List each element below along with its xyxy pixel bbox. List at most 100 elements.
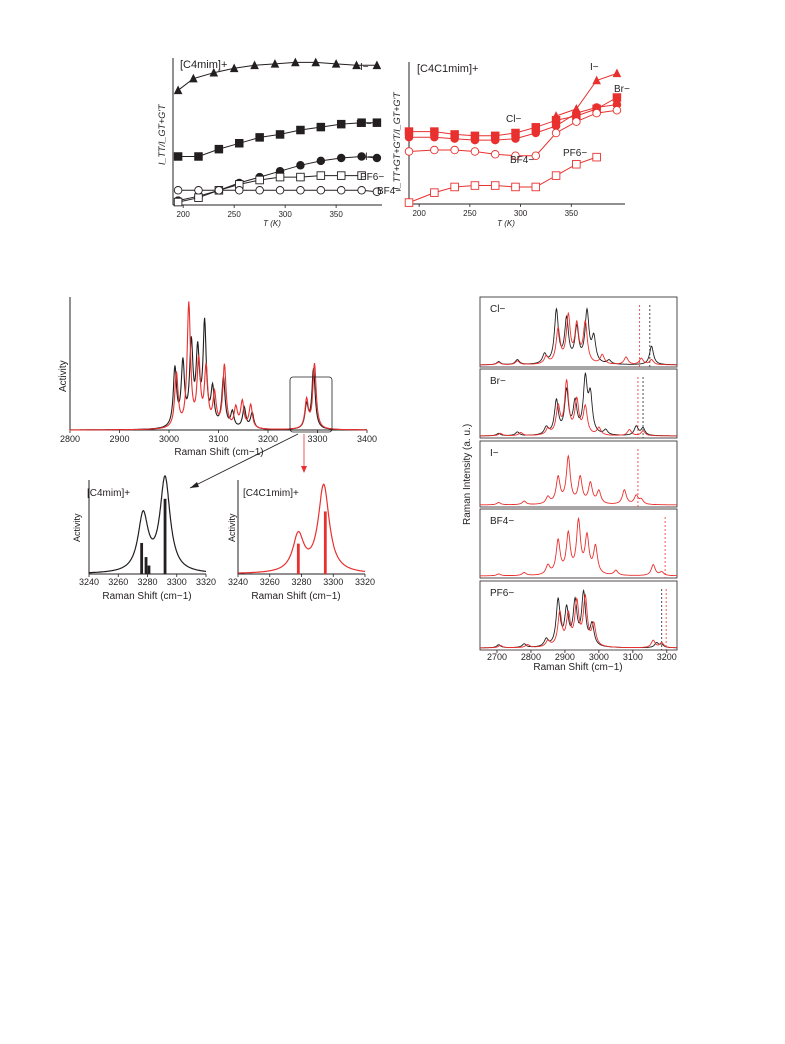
data-point [229, 63, 239, 73]
stick-bar [163, 498, 167, 574]
data-point [296, 161, 305, 170]
data-point [250, 60, 259, 70]
data-point [372, 153, 382, 163]
series-label: BF4− [510, 155, 534, 166]
raman-panel: BF4− [479, 508, 678, 579]
x-tick-label: 2700 [487, 652, 507, 662]
x-tick-label: 2900 [109, 434, 129, 444]
chart-title: [C4mim]+ [180, 59, 227, 71]
data-point [336, 119, 346, 129]
x-axis-label: Raman Shift (cm−1) [102, 591, 191, 602]
x-tick-label: 3280 [291, 577, 311, 587]
x-axis-label: Raman Shift (cm−1) [251, 591, 340, 602]
x-tick-labels: 200 250 300 350 [412, 204, 579, 218]
data-point [551, 121, 561, 131]
data-series [238, 483, 365, 574]
data-point [490, 181, 500, 190]
series-line [177, 175, 362, 203]
data-point [612, 106, 622, 115]
data-series [70, 301, 367, 431]
data-point [173, 152, 183, 161]
x-tick-labels: 3240 3260 3280 3300 3320 [79, 574, 216, 587]
y-axis-label: Raman Intensity (a. u.) [462, 424, 473, 525]
zoom-c4c1mim-chart: [C4C1mim]+ Activity Raman Shift (cm−1) 3… [227, 480, 375, 602]
x-tick-label: 3100 [623, 652, 643, 662]
x-tick-label: 3400 [357, 434, 377, 444]
data-point [296, 172, 305, 182]
data-point [311, 57, 321, 67]
data-point [173, 186, 183, 195]
data-point [291, 57, 300, 67]
y-axis-label: I_TT/I_GT+G'T [157, 103, 167, 165]
c4c1mim-ratio-chart: [C4C1mim]+ T (K) I_TT+GT+G'T/I_GT+G'T 20… [392, 62, 630, 228]
x-tick-label: 3240 [79, 577, 99, 587]
series-line [408, 156, 597, 204]
x-tick-labels: 2800 2900 3000 3100 3200 3300 3400 [60, 430, 377, 444]
data-point [531, 182, 541, 192]
data-point [430, 133, 439, 142]
series-label: PF6− [360, 172, 384, 183]
x-tick-label: 3000 [589, 652, 609, 662]
x-tick-label: 3300 [307, 434, 327, 444]
raman-panel: I− [479, 440, 678, 508]
data-point [357, 152, 366, 161]
x-tick-label: 3100 [208, 434, 228, 444]
panel-label: Cl− [490, 304, 505, 315]
panel-frame [479, 580, 678, 651]
panel-label: I− [490, 448, 499, 459]
panel-frame [479, 508, 678, 579]
spectrum-line [238, 483, 365, 574]
x-tick-label: 250 [463, 209, 477, 218]
x-tick-label: 3260 [260, 577, 280, 587]
chart-title: [C4mim]+ [87, 488, 130, 499]
stick-bar [296, 543, 300, 574]
spectrum-red [479, 454, 677, 506]
x-tick-label: 3320 [196, 577, 216, 587]
raman-panel: Br− [479, 368, 678, 439]
x-tick-label: 200 [412, 209, 426, 218]
data-point [255, 186, 264, 195]
spectrum-black [480, 372, 677, 437]
spectrum-red [480, 516, 677, 577]
spectrum-line [70, 301, 367, 431]
x-tick-label: 300 [278, 210, 292, 219]
raman-panel: Cl− [479, 296, 678, 368]
x-tick-label: 200 [177, 210, 191, 219]
data-point [316, 171, 326, 180]
data-point [430, 188, 439, 197]
data-point [316, 156, 326, 166]
data-point [572, 117, 581, 126]
panel-frame [479, 368, 678, 439]
calculated-spectrum-chart: Activity Raman Shift (cm−1) 2800 2900 3000… [58, 297, 377, 489]
data-point [372, 60, 382, 70]
data-point [612, 68, 622, 78]
series-label: I− [360, 62, 369, 73]
data-point [275, 172, 285, 182]
data-point [316, 186, 326, 195]
x-tick-label: 3280 [137, 577, 157, 587]
experimental-raman-chart: Raman Intensity (a. u.) Raman Shift (cm−… [462, 296, 678, 673]
series-labels: I− Br− Cl− PF6− BF4− [356, 62, 401, 197]
x-tick-label: 3300 [167, 577, 187, 587]
x-tick-label: 3260 [108, 577, 128, 587]
stick-bar [323, 511, 327, 574]
stick-bar [140, 542, 144, 574]
data-point [531, 151, 541, 160]
data-point [404, 147, 414, 156]
data-point [404, 133, 414, 142]
x-tick-label: 250 [227, 210, 241, 219]
data-point [592, 152, 601, 162]
x-axis-label: Raman Shift (cm−1) [174, 447, 263, 458]
data-point [173, 197, 183, 207]
data-point [572, 108, 581, 118]
data-point [352, 60, 361, 70]
data-point [275, 130, 285, 139]
x-tick-label: 3320 [355, 577, 375, 587]
data-point [275, 186, 285, 195]
spectrum-black [480, 588, 678, 649]
x-tick-label: 350 [329, 210, 343, 219]
raman-panel: PF6− [479, 580, 678, 651]
series-label: Cl− [506, 114, 521, 125]
data-point [511, 182, 520, 192]
